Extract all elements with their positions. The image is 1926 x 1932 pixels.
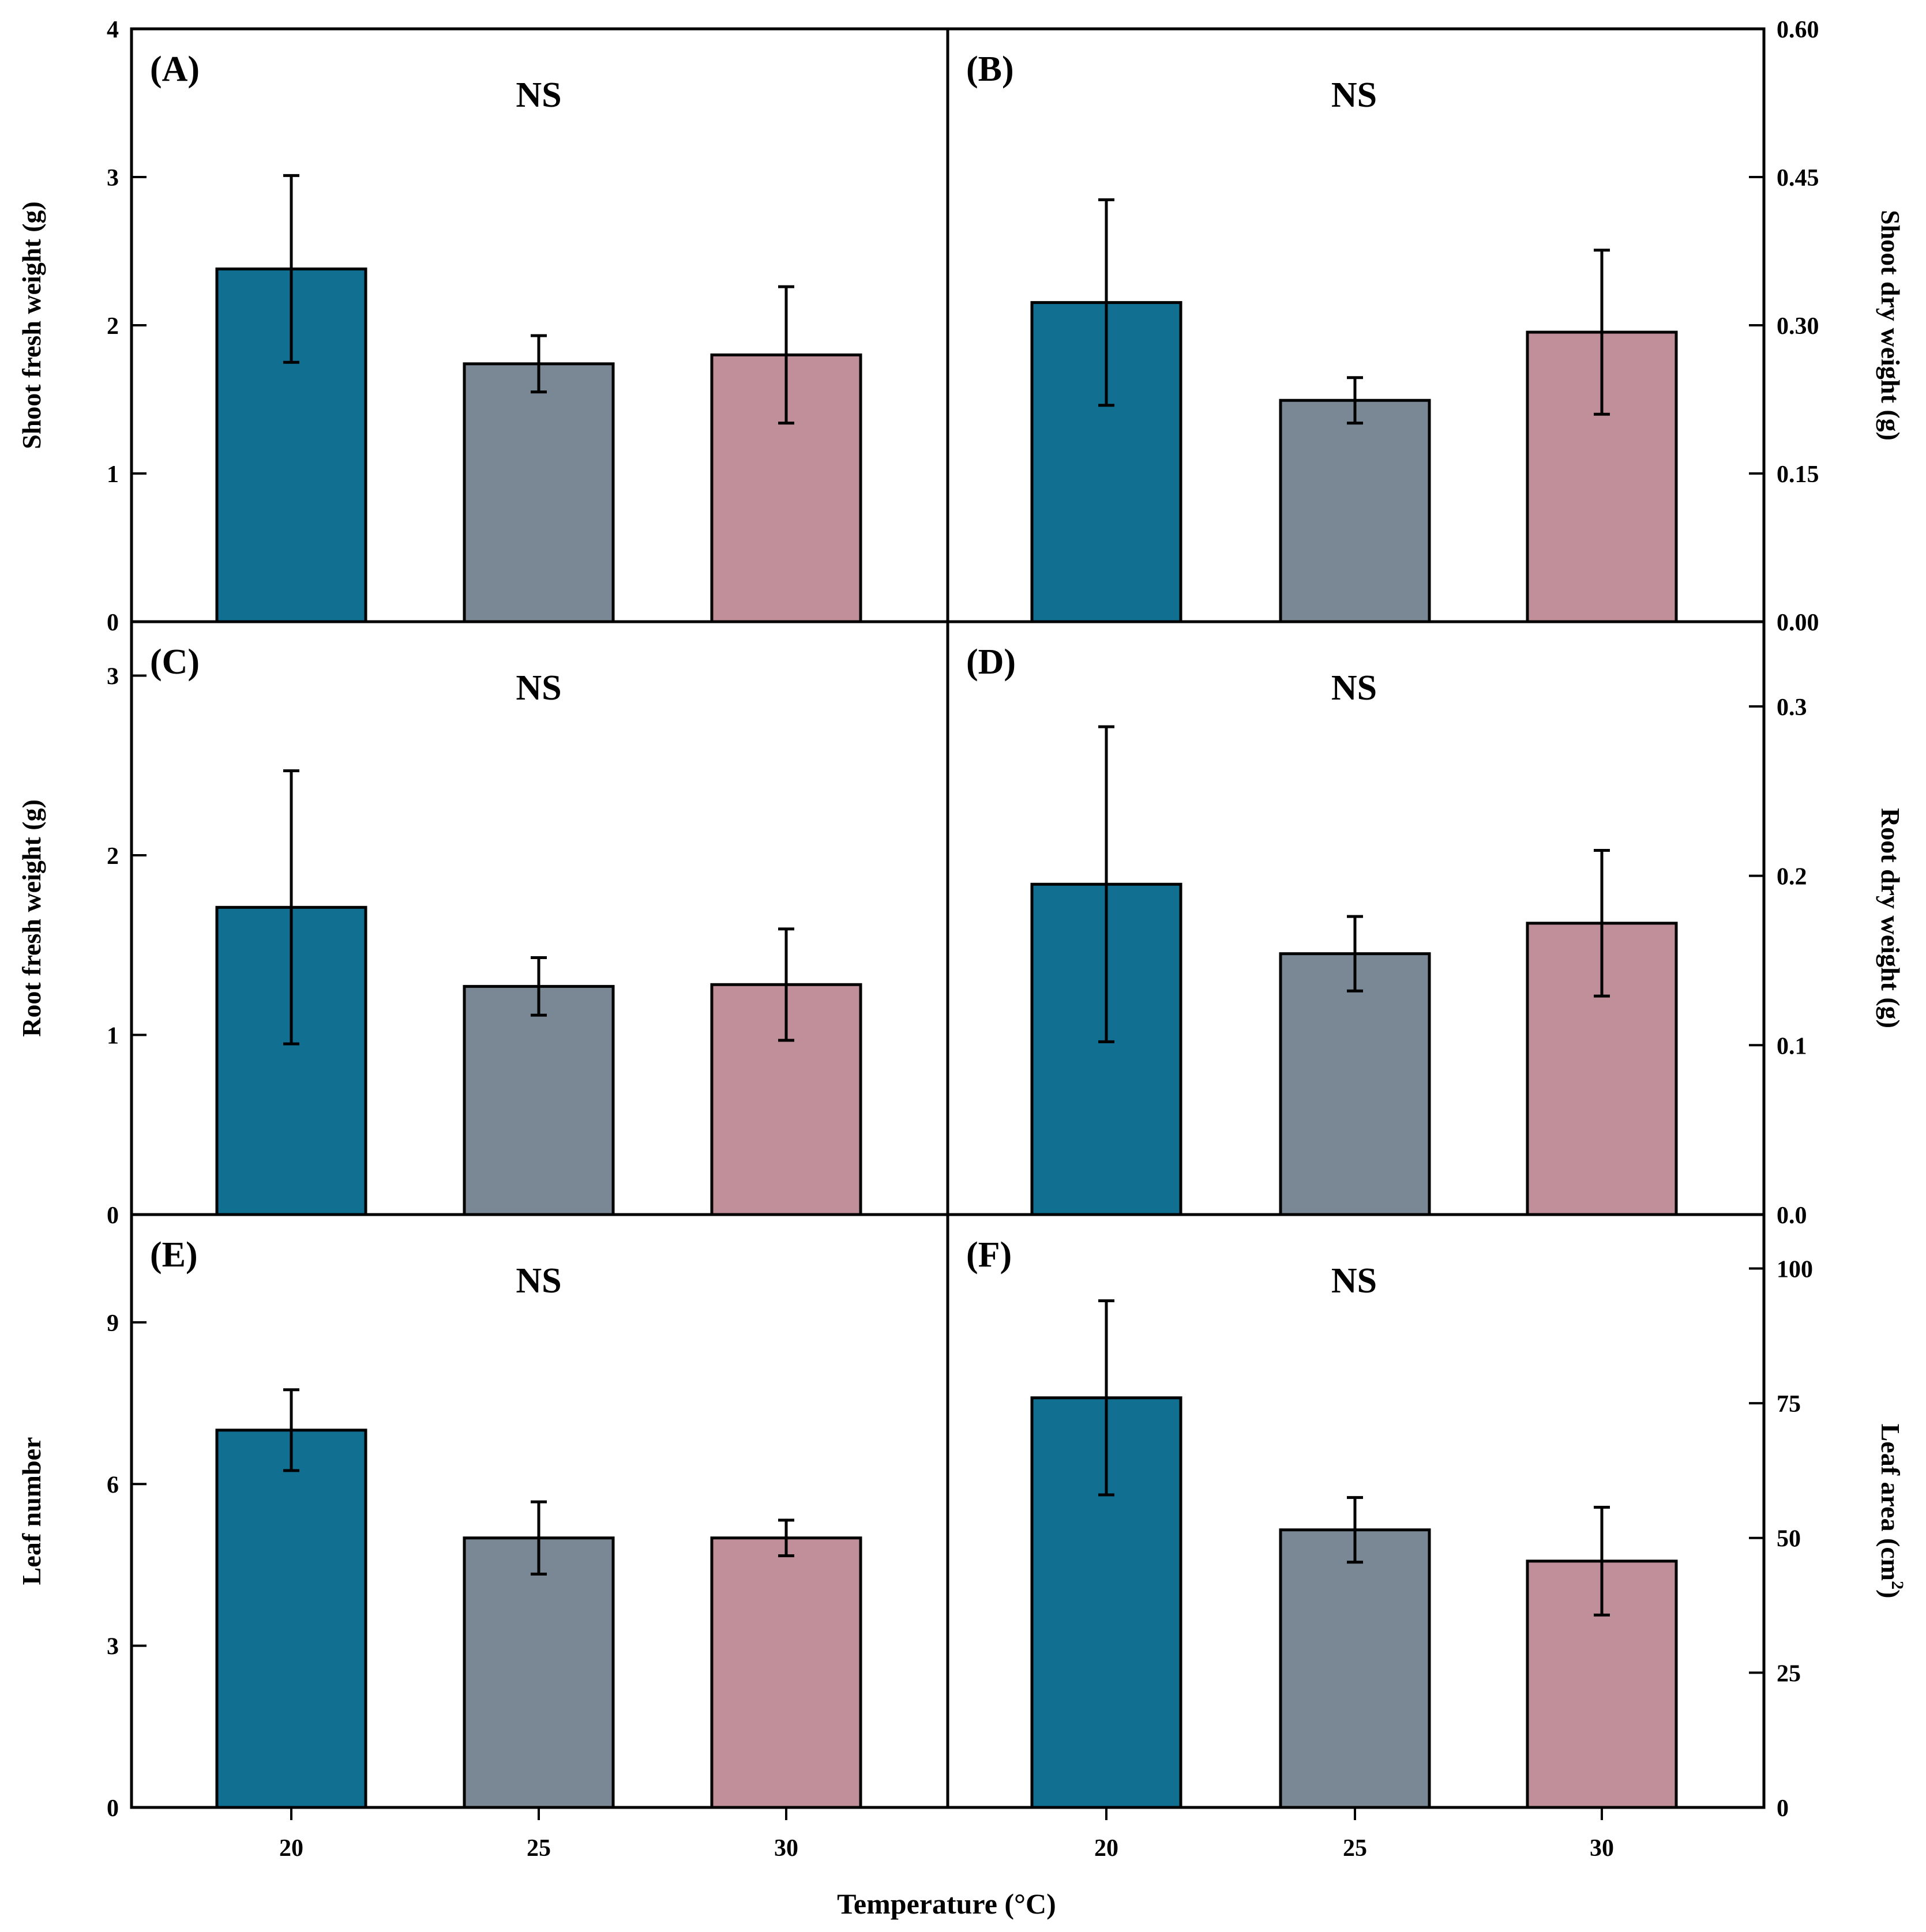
y-axis-title: Root fresh weight (g) [17,799,46,1037]
y-axis-title: Root dry weight (g) [1876,808,1905,1028]
y-tick-label: 0 [107,1202,119,1229]
panel-label: (D) [966,642,1016,682]
error-bar-a-30 [778,285,794,425]
error-bar-a-25 [531,334,547,394]
panel-label: (E) [150,1235,198,1275]
y-tick-label: 0.45 [1777,165,1819,191]
y-axis-title: Leaf number [17,1437,46,1585]
x-tick-label: 20 [1094,1835,1118,1862]
y-axis-title: Leaf area (cm2) [1876,1424,1907,1599]
bar-e-20 [215,1429,367,1809]
bar-d-25 [1279,952,1431,1216]
y-axis-title: Shoot fresh weight (g) [17,201,46,449]
error-bar-a-20 [283,174,299,364]
significance-label: NS [1331,668,1377,708]
panel-c: 0 1 2 3 (C) NS Root fresh weight (g) [17,642,862,1229]
x-tick-label: 20 [279,1835,303,1862]
y-tick-label: 3 [107,663,119,690]
y-tick-label: 1 [107,1023,119,1049]
y-tick-label: 0.0 [1777,1202,1807,1229]
bar-c-25 [463,984,615,1216]
x-tick-label: 25 [527,1835,551,1862]
error-bar-e-30 [778,1518,794,1558]
panel-label: (A) [150,50,200,89]
y-tick-label: 0.00 [1777,610,1819,636]
y-tick-label: 2 [107,843,119,870]
bar-e-30 [710,1536,862,1809]
error-bar-c-25 [531,956,547,1017]
significance-label: NS [516,1261,561,1300]
significance-label: NS [516,76,561,115]
error-bar-d-20 [1098,725,1114,1043]
y-tick-label: 1 [107,461,119,488]
y-tick-label: 0.3 [1777,694,1807,721]
error-bar-e-20 [283,1388,299,1472]
panel-f: 0 25 50 75 100 (F) NS Leaf area (cm2) [966,1235,1907,1822]
error-bar-c-30 [778,927,794,1042]
y-tick-label: 0 [107,1795,119,1822]
bar-f-25 [1279,1528,1431,1809]
x-tick-label: 25 [1343,1835,1367,1862]
y-axis-title-end: ) [1876,1589,1905,1598]
y-tick-label: 0.1 [1777,1033,1807,1059]
error-bar-b-25 [1347,376,1363,425]
y-tick-label: 4 [107,17,119,43]
significance-label: NS [1331,76,1377,115]
y-tick-label: 0 [107,610,119,636]
frame-layer: 20 25 30 20 25 30 [130,27,1766,1862]
panel-d: 0.0 0.1 0.2 0.3 (D) NS Root dry weight (g) [966,642,1905,1229]
bar-e-25 [463,1536,615,1809]
y-tick-label: 25 [1777,1660,1801,1687]
error-bar-d-30 [1594,849,1610,998]
y-tick-label: 0 [1777,1795,1789,1822]
error-bar-f-20 [1098,1299,1114,1497]
y-tick-label: 3 [107,1634,119,1660]
bar-d-30 [1526,922,1678,1216]
bar-b-30 [1526,330,1678,623]
panel-a: 0 1 2 3 4 (A) NS Shoot fresh weight (g) [17,17,862,636]
x-tick-label: 30 [774,1835,798,1862]
error-bar-d-25 [1347,915,1363,993]
panel-b: 0.00 0.15 0.30 0.45 0.60 (B) NS Shoot dry weigh… [966,17,1905,636]
y-tick-label: 3 [107,165,119,191]
y-axis-title: Shoot dry weight (g) [1876,210,1905,441]
x-tick-label: 30 [1590,1835,1614,1862]
error-bar-b-20 [1098,198,1114,407]
y-tick-label: 6 [107,1472,119,1498]
panel-label: (B) [966,50,1014,89]
y-tick-label: 2 [107,313,119,340]
y-tick-label: 0.60 [1777,17,1819,43]
y-tick-label: 50 [1777,1526,1801,1553]
error-bar-b-30 [1594,249,1610,416]
y-tick-label: 9 [107,1310,119,1337]
panel-label: (C) [150,642,200,682]
error-bar-f-30 [1594,1505,1610,1617]
panel-label: (F) [966,1235,1012,1275]
y-tick-label: 100 [1777,1256,1813,1283]
error-bar-c-20 [283,769,299,1046]
y-tick-label: 0.15 [1777,461,1819,488]
significance-label: NS [516,668,561,708]
significance-label: NS [1331,1261,1377,1300]
bar-a-25 [463,362,615,623]
error-bar-e-25 [531,1500,547,1576]
bar-b-25 [1279,399,1431,623]
x-axis-title: Temperature (°C) [837,1888,1056,1920]
error-bar-f-25 [1347,1496,1363,1564]
panel-e: 0 3 6 9 (E) NS Leaf number [17,1235,862,1822]
y-tick-label: 75 [1777,1391,1801,1418]
y-tick-label: 0.30 [1777,313,1819,340]
y-axis-title-superscript: 2 [1888,1581,1907,1589]
y-tick-label: 0.2 [1777,864,1807,890]
